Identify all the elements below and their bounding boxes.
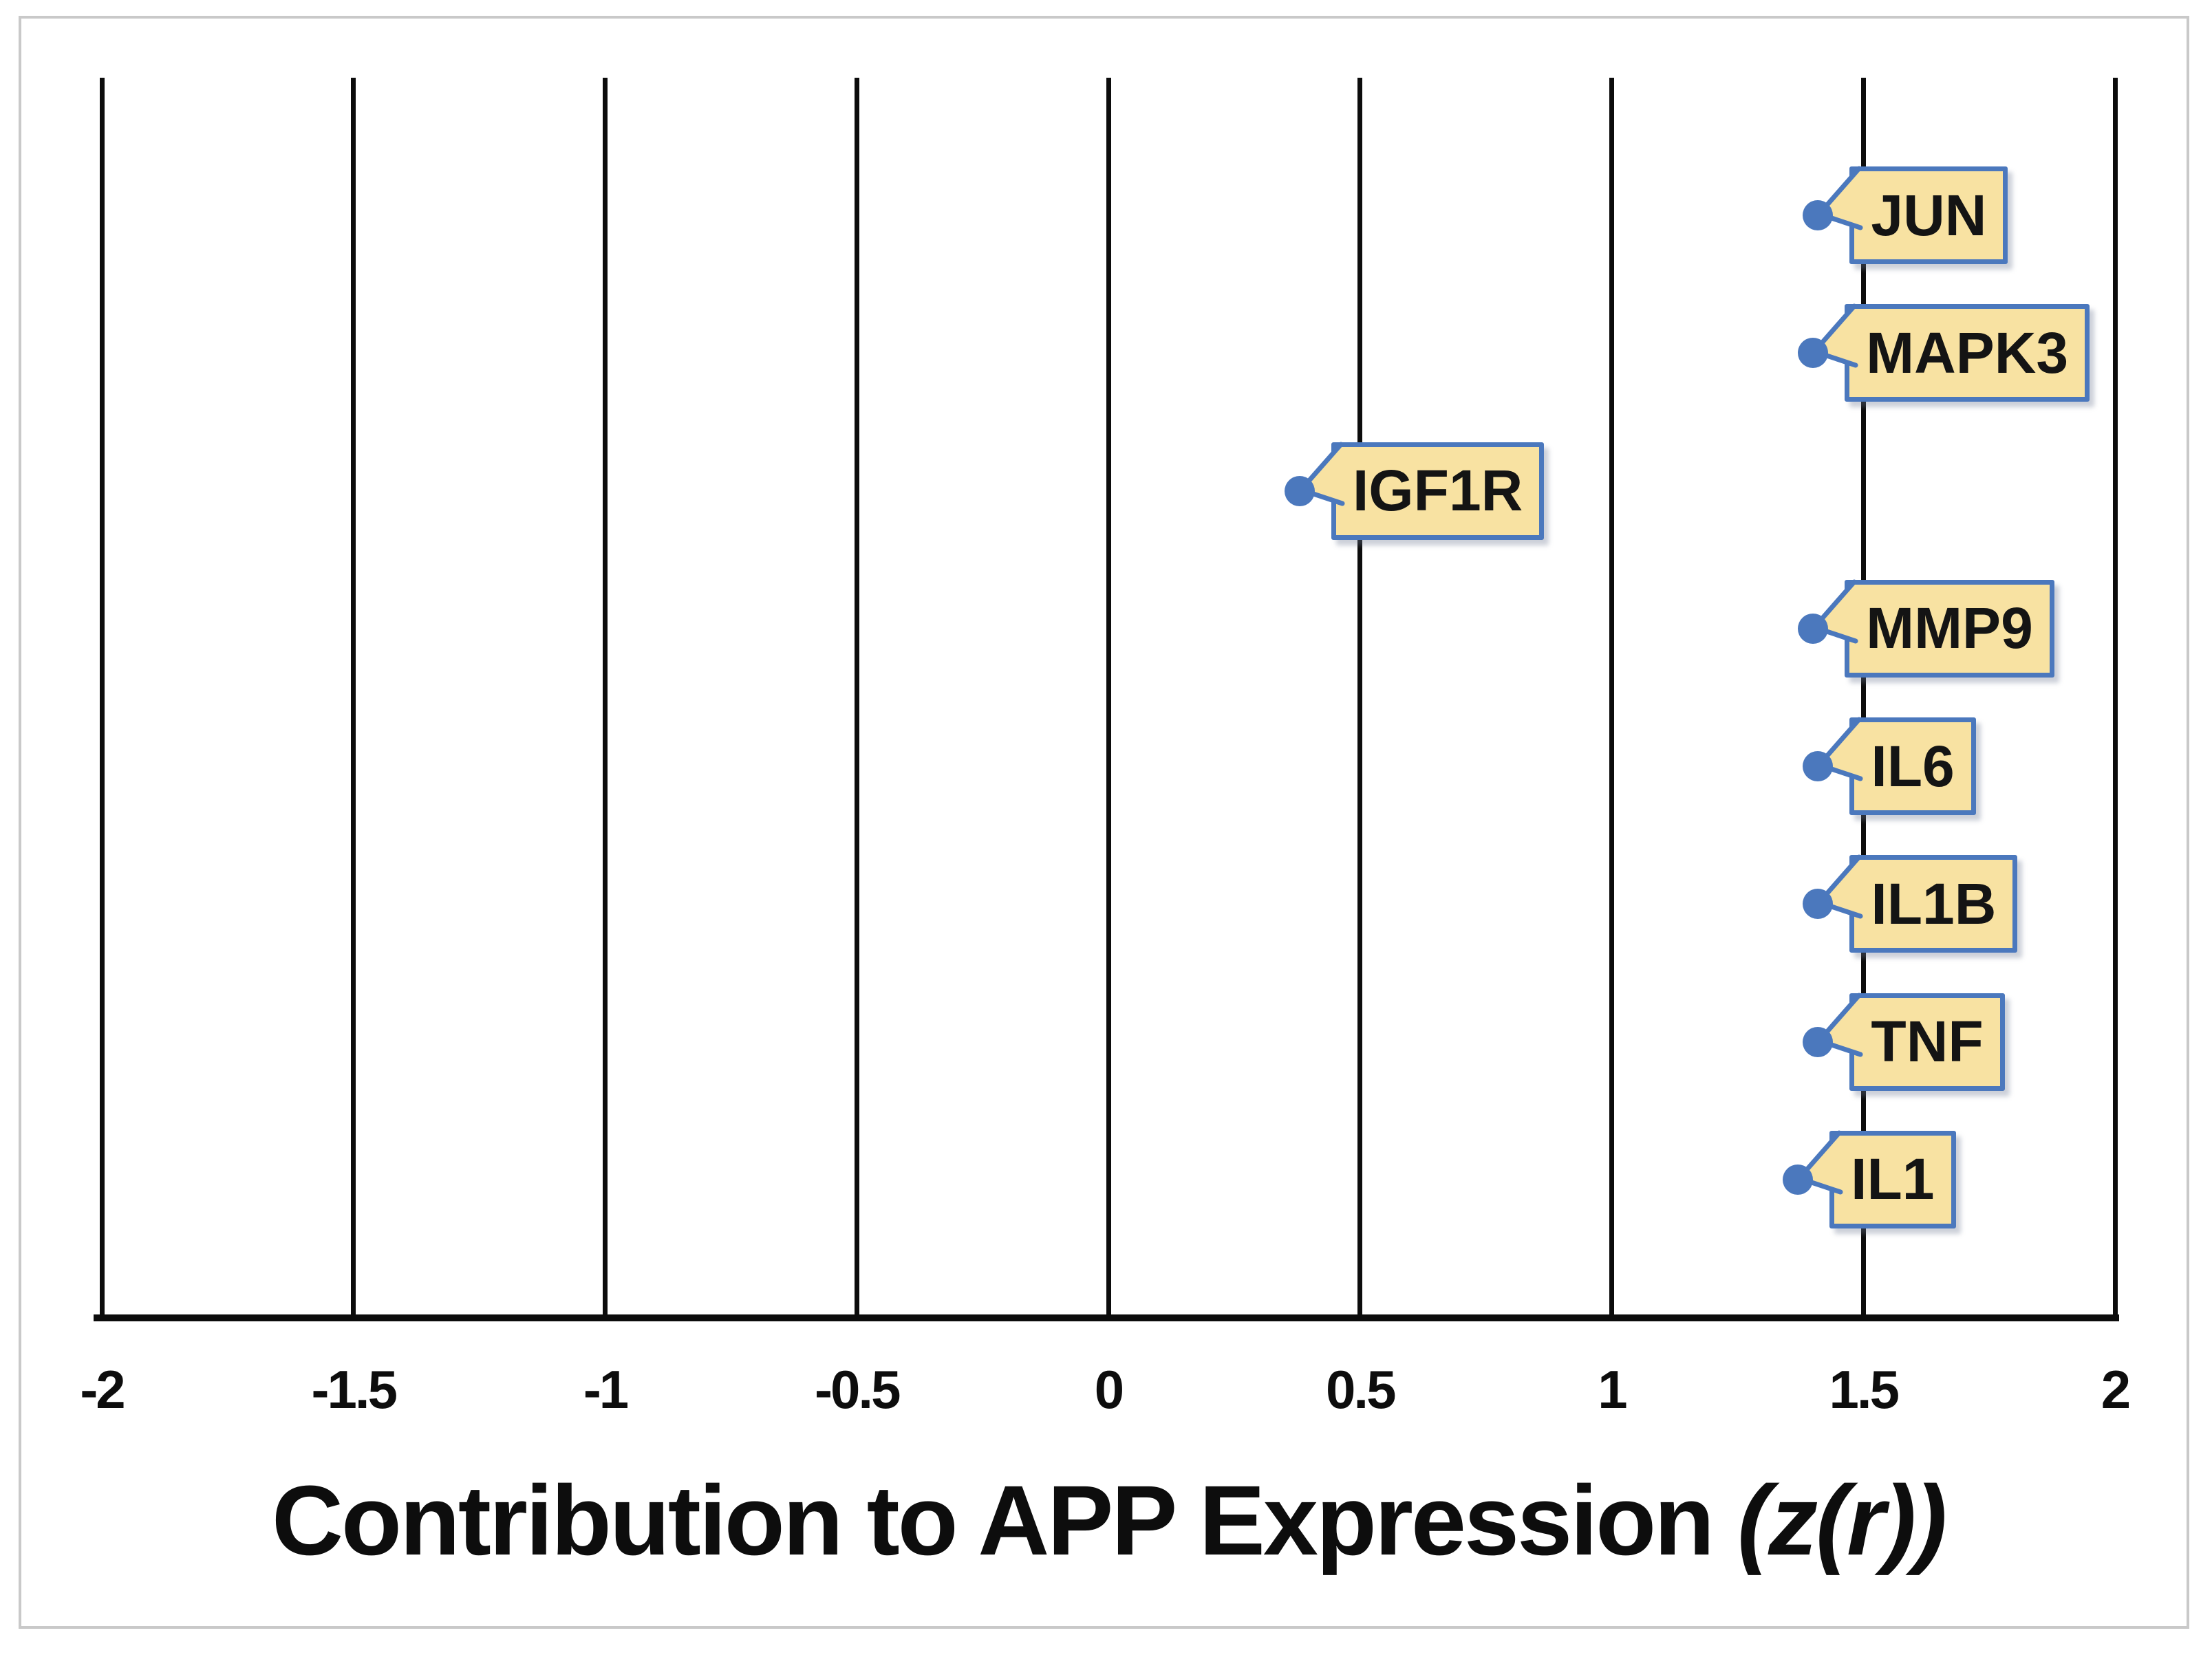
marker-dot [1284, 475, 1315, 506]
gene-label: MAPK3 [1866, 320, 2069, 385]
marker-dot [1803, 751, 1834, 782]
gene-label-callout: TNF [1849, 993, 2005, 1091]
x-tick-label: 2 [2101, 1359, 2131, 1420]
gridline [2112, 78, 2118, 1317]
marker-dot [1798, 613, 1829, 644]
gene-label-callout: MMP9 [1845, 579, 2054, 678]
gene-label: TNF [1871, 1009, 1984, 1074]
gridline [603, 78, 608, 1317]
x-tick-label: -1.5 [311, 1359, 398, 1420]
x-tick-label: 0.5 [1326, 1359, 1396, 1420]
x-axis-title: Contribution to APP Expression (z(r)) [102, 1464, 2115, 1578]
x-tick-label: -1 [583, 1359, 629, 1420]
marker-dot [1803, 200, 1834, 231]
marker-dot [1798, 338, 1829, 369]
figure-frame [19, 16, 2189, 1629]
callout-tail [1816, 993, 1863, 1057]
x-tick-label: 0 [1094, 1359, 1124, 1420]
gene-label-callout: MAPK3 [1845, 304, 2090, 402]
callout-tail [1816, 166, 1863, 230]
gene-label-callout: IL1 [1829, 1130, 1956, 1228]
gridline [99, 78, 105, 1317]
callout-tail [1812, 579, 1858, 644]
callout-tail [1796, 1130, 1843, 1195]
gene-label: IL6 [1871, 733, 1955, 799]
gene-label: IL1B [1871, 871, 1997, 936]
gridline [854, 78, 859, 1317]
callout-tail [1816, 717, 1863, 781]
callout-tail [1812, 303, 1858, 368]
gene-label: MMP9 [1866, 596, 2033, 661]
gene-label: JUN [1871, 182, 1987, 248]
gridline [1609, 78, 1614, 1317]
gene-label: IL1 [1851, 1147, 1935, 1212]
x-axis-line [94, 1314, 2119, 1321]
gridline [351, 78, 356, 1317]
marker-dot [1803, 1026, 1834, 1057]
callout-tail [1298, 442, 1345, 506]
gridline [1860, 78, 1866, 1317]
x-tick-label: 1.5 [1829, 1359, 1900, 1420]
gene-label-callout: IGF1R [1331, 442, 1545, 540]
gene-label-callout: IL6 [1849, 717, 1976, 816]
gridline [1357, 78, 1363, 1317]
gridline [1106, 78, 1111, 1317]
gene-label-callout: IL1B [1849, 855, 2018, 953]
x-tick-label: -0.5 [815, 1359, 901, 1420]
gene-label-callout: JUN [1849, 166, 2008, 265]
callout-tail [1816, 854, 1863, 919]
x-tick-label: 1 [1598, 1359, 1627, 1420]
gene-label: IGF1R [1352, 458, 1523, 523]
x-tick-label: -2 [80, 1359, 125, 1420]
marker-dot [1783, 1164, 1814, 1195]
axis-title-text: Contribution to APP Expression [272, 1465, 1715, 1576]
marker-dot [1803, 889, 1834, 920]
axis-title-zr: (z(r)) [1737, 1465, 1947, 1576]
